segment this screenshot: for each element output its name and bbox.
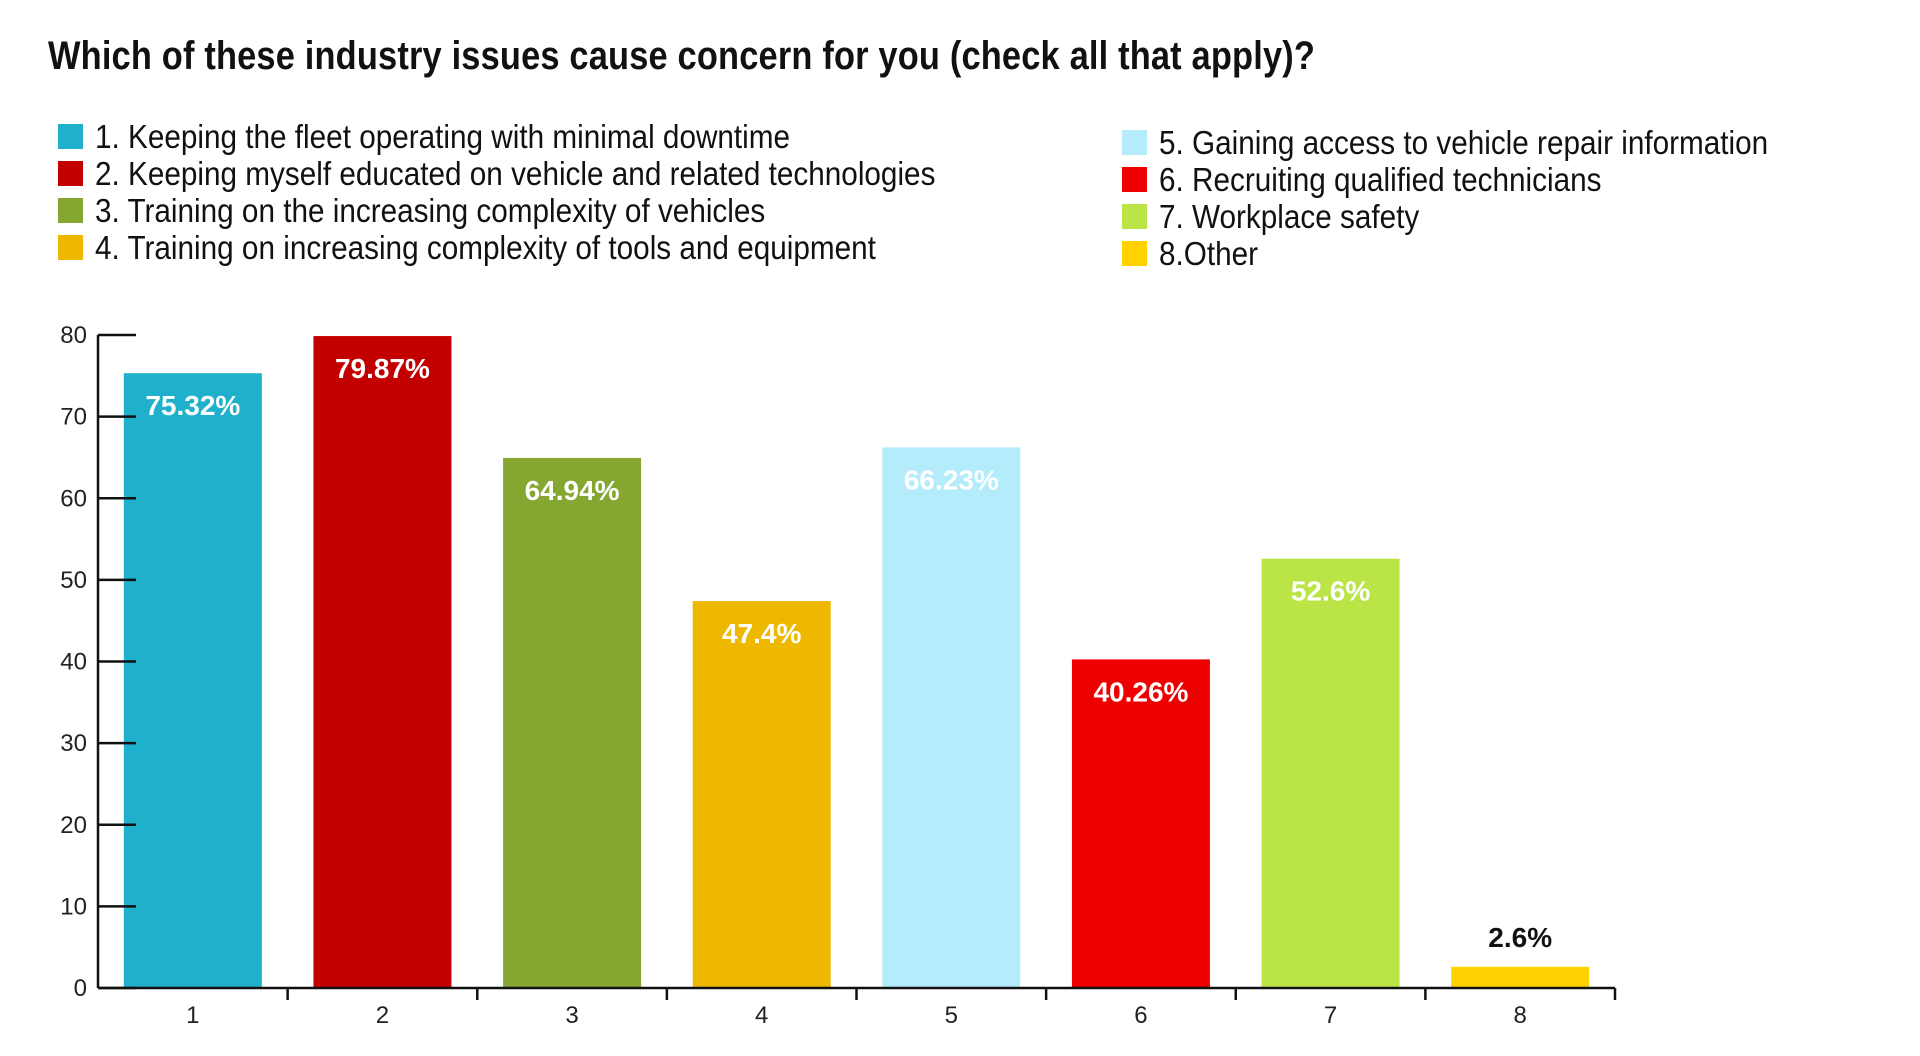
bar-3 <box>503 457 642 988</box>
bar-5 <box>882 447 1021 989</box>
data-label-2: 79.87% <box>335 353 430 384</box>
legend-swatch-8 <box>1122 241 1147 266</box>
y-tick-label-20: 20 <box>60 812 87 839</box>
legend-label-8: 8.Other <box>1159 234 1259 272</box>
x-tick-label-2: 2 <box>376 1002 389 1029</box>
legend-item-3: 3. Training on the increasing complexity… <box>58 192 1029 229</box>
legend-label-5: 5. Gaining access to vehicle repair info… <box>1159 123 1769 161</box>
x-tick-label-4: 4 <box>755 1002 768 1029</box>
legend-label-2: 2. Keeping myself educated on vehicle an… <box>95 154 936 192</box>
y-tick-label-30: 30 <box>60 730 87 757</box>
x-tick-label-3: 3 <box>565 1002 578 1029</box>
bar-7 <box>1261 558 1400 988</box>
chart-title: Which of these industry issues cause con… <box>48 34 1316 78</box>
y-tick-label-80: 80 <box>60 322 87 349</box>
bar-6 <box>1071 659 1210 988</box>
legend-item-4: 4. Training on increasing complexity of … <box>58 229 1029 266</box>
data-label-3: 64.94% <box>525 475 620 506</box>
legend-swatch-3 <box>58 198 83 223</box>
legend-swatch-7 <box>1122 204 1147 229</box>
legend-swatch-1 <box>58 124 83 149</box>
data-label-1: 75.32% <box>145 390 240 421</box>
bar-1 <box>123 373 262 988</box>
legend-label-3: 3. Training on the increasing complexity… <box>95 191 766 229</box>
legend-left-column: 1. Keeping the fleet operating with mini… <box>58 118 1029 266</box>
x-tick-label-1: 1 <box>186 1002 199 1029</box>
legend-item-8: 8.Other <box>1122 235 1836 272</box>
legend-right-column: 5. Gaining access to vehicle repair info… <box>1122 124 1836 272</box>
x-tick-label-6: 6 <box>1134 1002 1147 1029</box>
legend-swatch-6 <box>1122 167 1147 192</box>
legend-item-5: 5. Gaining access to vehicle repair info… <box>1122 124 1836 161</box>
legend-label-7: 7. Workplace safety <box>1159 197 1420 235</box>
y-tick-label-60: 60 <box>60 485 87 512</box>
x-tick-label-8: 8 <box>1514 1002 1527 1029</box>
bar-4 <box>692 601 831 988</box>
y-tick-label-70: 70 <box>60 404 87 431</box>
legend-item-7: 7. Workplace safety <box>1122 198 1836 235</box>
x-tick-label-7: 7 <box>1324 1002 1337 1029</box>
y-tick-label-50: 50 <box>60 567 87 594</box>
x-tick-label-5: 5 <box>945 1002 958 1029</box>
y-tick-label-40: 40 <box>60 649 87 676</box>
bar-2 <box>313 336 452 988</box>
data-label-6: 40.26% <box>1093 676 1188 707</box>
y-tick-label-10: 10 <box>60 893 87 920</box>
legend-item-6: 6. Recruiting qualified technicians <box>1122 161 1836 198</box>
legend-swatch-2 <box>58 161 83 186</box>
y-tick-label-0: 0 <box>74 975 87 1002</box>
data-label-4: 47.4% <box>722 618 801 649</box>
bar-8 <box>1451 966 1590 988</box>
legend-item-2: 2. Keeping myself educated on vehicle an… <box>58 155 1029 192</box>
data-label-5: 66.23% <box>904 464 999 495</box>
data-label-8: 2.6% <box>1488 922 1552 953</box>
data-label-7: 52.6% <box>1291 576 1370 607</box>
legend-label-1: 1. Keeping the fleet operating with mini… <box>95 117 791 155</box>
legend-item-1: 1. Keeping the fleet operating with mini… <box>58 118 1029 155</box>
legend-label-4: 4. Training on increasing complexity of … <box>95 228 876 266</box>
legend-label-6: 6. Recruiting qualified technicians <box>1159 160 1602 198</box>
legend-swatch-5 <box>1122 130 1147 155</box>
legend-swatch-4 <box>58 235 83 260</box>
